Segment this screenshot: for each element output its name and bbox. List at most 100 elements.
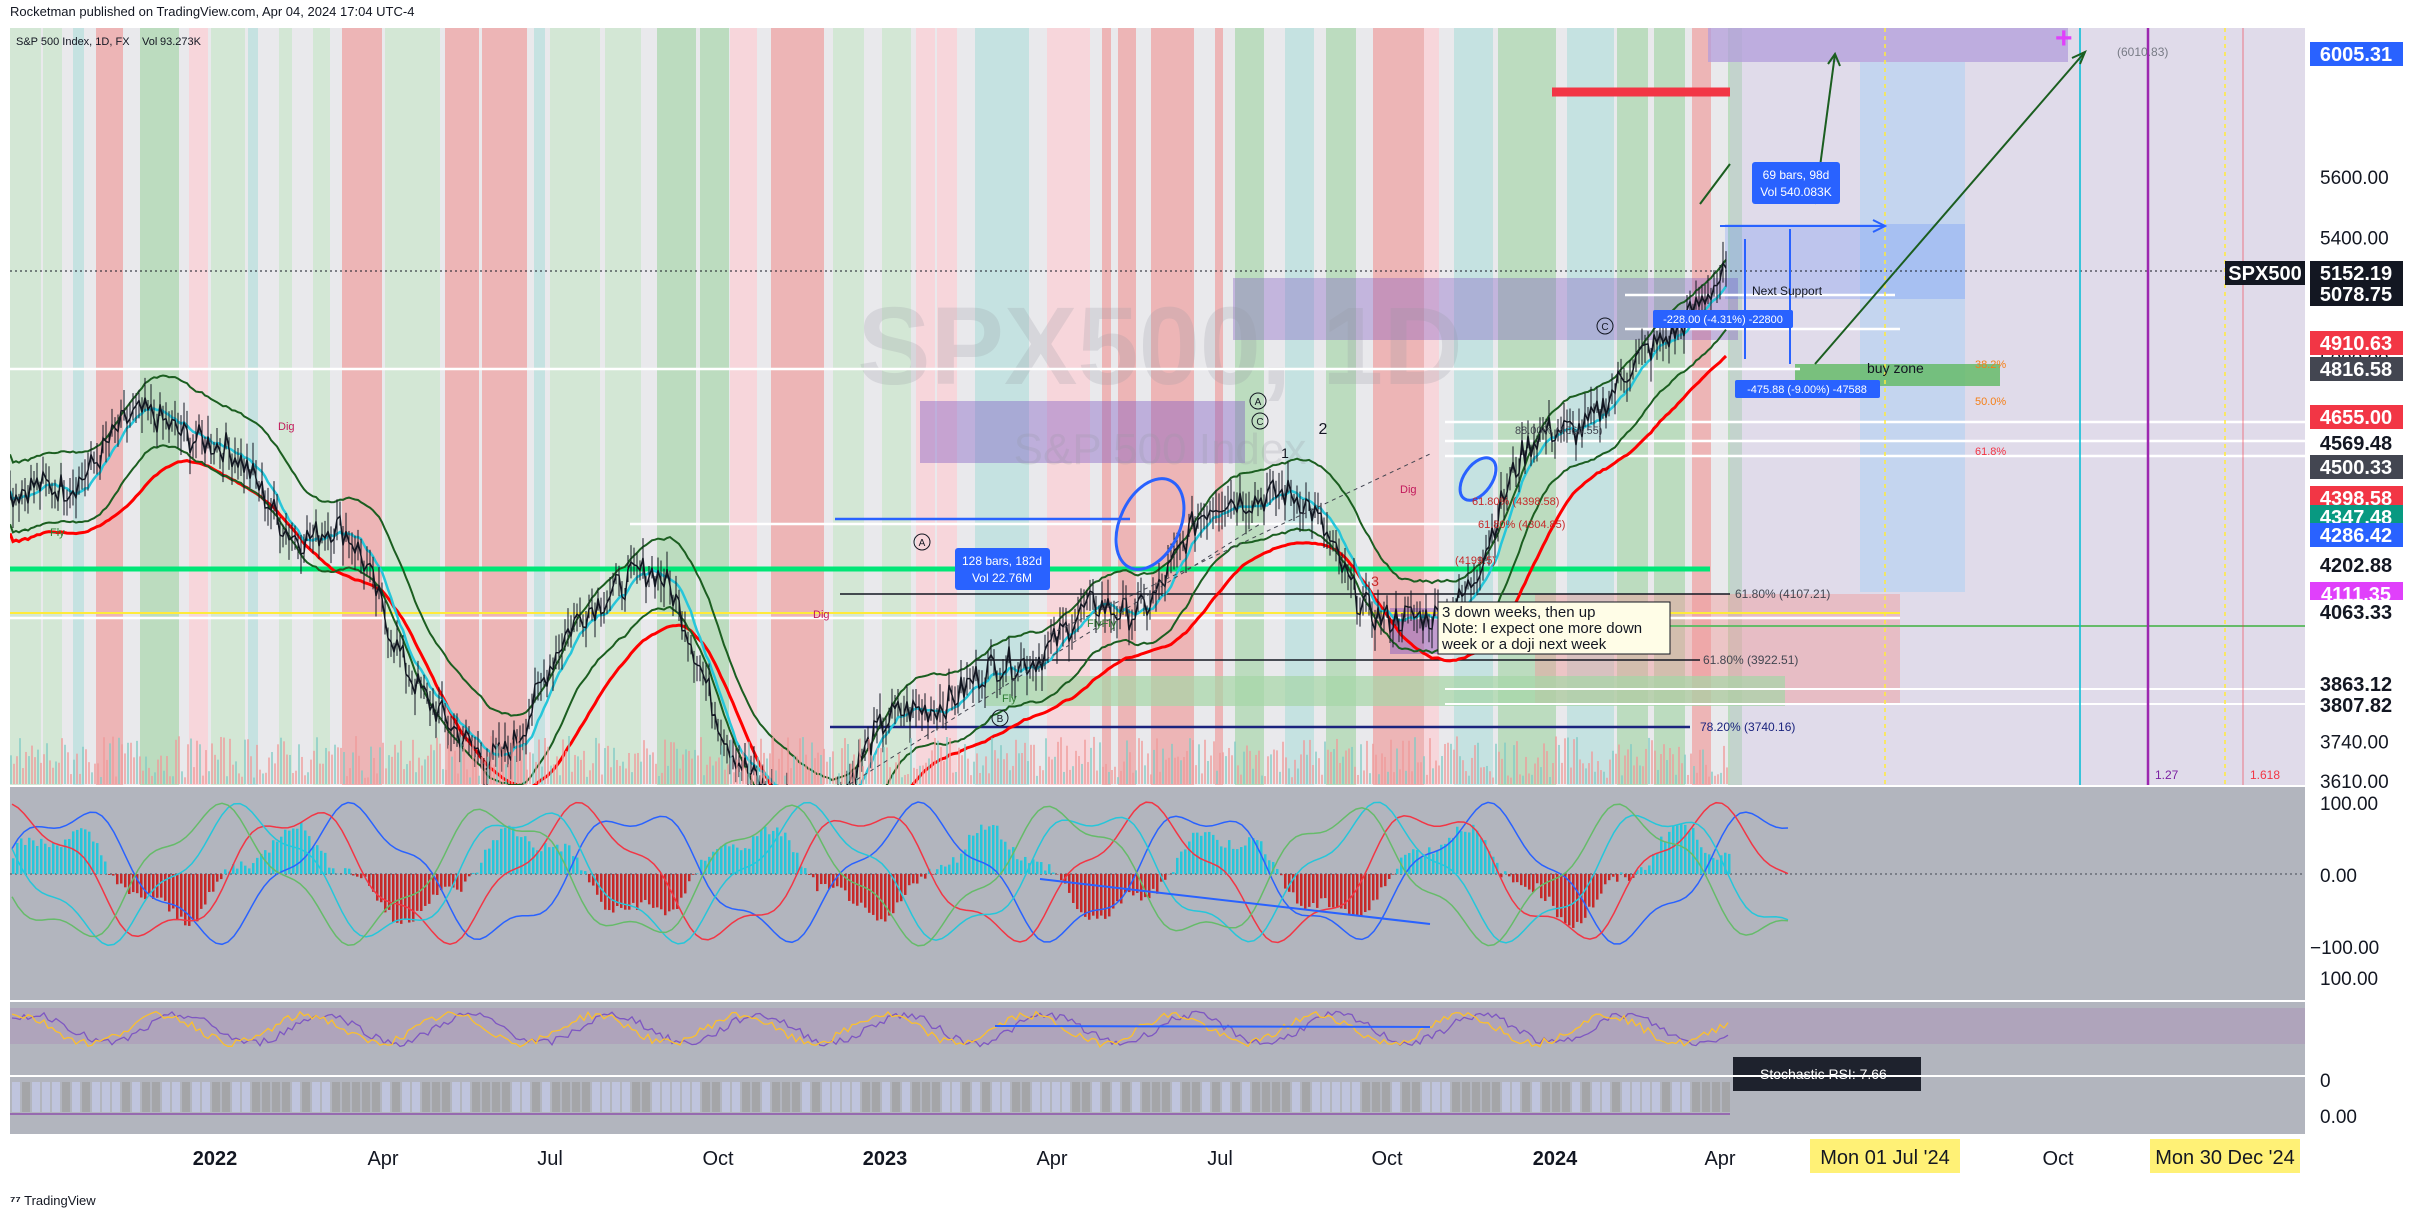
stoch-cell — [1682, 1082, 1690, 1112]
fib-4398-label: 61.80% (4398.58) — [1472, 496, 1559, 508]
volume-bar — [976, 753, 978, 784]
price-tag-box[interactable] — [2310, 331, 2403, 355]
osc-histogram-bar — [1504, 871, 1507, 874]
volume-bar — [208, 771, 210, 784]
symbol-tag[interactable] — [2225, 261, 2305, 285]
time-axis[interactable] — [10, 1134, 2305, 1188]
osc-histogram-bar — [576, 857, 579, 874]
volume-bar — [493, 764, 495, 784]
stoch-cell — [1042, 1082, 1050, 1112]
range-box-1[interactable] — [1653, 310, 1793, 328]
volume-bar — [1306, 754, 1308, 784]
volume-bar — [1261, 775, 1263, 784]
volume-bar — [1717, 774, 1719, 784]
stoch-cell — [1322, 1082, 1330, 1112]
price-tag-value: 3807.82 — [2320, 695, 2392, 717]
osc-histogram-bar — [536, 850, 539, 874]
price-tag-box[interactable] — [2310, 523, 2403, 547]
measure-box-2[interactable] — [1752, 162, 1840, 204]
osc-histogram-bar — [328, 867, 331, 874]
volume-bar — [1183, 757, 1185, 784]
fib-4199-label: (4199.5) — [1455, 555, 1496, 567]
measure-2-vol: Vol 540.083K — [1760, 185, 1831, 199]
osc-histogram-bar — [1396, 868, 1399, 874]
volume-bar — [1606, 777, 1608, 784]
volume-bar — [259, 769, 261, 784]
price-tick: 3740.00 — [2320, 733, 2389, 754]
osc-histogram-bar — [192, 874, 195, 922]
osc-histogram-bar — [476, 872, 479, 874]
stoch-cell — [1052, 1082, 1060, 1112]
range-box-2[interactable] — [1735, 380, 1880, 398]
osc-histogram-bar — [892, 874, 895, 914]
volume-bar — [1042, 770, 1044, 784]
time-tick: Apr — [1704, 1148, 1735, 1170]
rsi-pane[interactable] — [10, 1001, 2305, 1076]
price-tag-box[interactable] — [2310, 600, 2403, 624]
chart-canvas[interactable]: SPX500, 1D S&P 500 Index — [0, 24, 2411, 1188]
measure-box-1[interactable] — [955, 548, 1050, 590]
regime-band — [96, 28, 123, 786]
price-tag-box[interactable] — [2310, 672, 2403, 696]
stoch-cell — [1012, 1082, 1020, 1112]
volume-bar — [1654, 750, 1656, 784]
osc-histogram-bar — [1348, 874, 1351, 915]
wave-A1-label: A — [919, 538, 926, 549]
volume-bar — [229, 738, 231, 784]
volume-bar — [325, 747, 327, 784]
note-box[interactable] — [1437, 601, 1671, 655]
price-tag-box[interactable] — [2310, 405, 2403, 429]
volume-bar — [433, 750, 435, 784]
stoch-rsi-tooltip[interactable] — [1733, 1057, 1921, 1091]
price-tag-box[interactable] — [2310, 357, 2403, 381]
volume-bar — [958, 747, 960, 784]
volume-bar — [13, 763, 15, 784]
volume-bar — [253, 777, 255, 784]
target-zone-box — [1708, 28, 2068, 62]
volume-bar — [1603, 771, 1605, 784]
footer-brand[interactable]: ⁷⁷ TradingView — [0, 1188, 2411, 1214]
volume-bar — [1522, 775, 1524, 784]
osc-histogram-bar — [1516, 874, 1519, 883]
volume-bar — [901, 777, 903, 784]
volume-bar — [991, 737, 993, 784]
time-highlight-box[interactable] — [1810, 1139, 1960, 1173]
price-tag-box[interactable] — [2310, 553, 2403, 577]
osc-line — [11, 801, 1789, 945]
volume-bar — [985, 756, 987, 784]
stoch-cell — [122, 1082, 130, 1112]
price-tag-value: 4816.58 — [2320, 359, 2392, 381]
price-tag-box[interactable] — [2310, 282, 2403, 306]
price-tag-box[interactable] — [2310, 431, 2403, 455]
volume-bar — [1441, 756, 1443, 784]
volume-bar — [52, 767, 54, 784]
volume-bar — [1525, 756, 1527, 784]
osc-histogram-bar — [1232, 848, 1235, 874]
volume-bar — [1582, 763, 1584, 784]
volume-bar — [781, 747, 783, 784]
price-tag-box[interactable] — [2310, 261, 2403, 285]
stoch-cell — [402, 1082, 410, 1112]
osc-histogram-bar — [124, 874, 127, 888]
volume-bar — [1696, 772, 1698, 784]
osc-histogram-bar — [644, 874, 647, 900]
osc-histogram-bar — [1384, 874, 1387, 887]
volume-bar — [613, 747, 615, 784]
regime-band — [482, 28, 527, 786]
osc-histogram-bar — [288, 830, 291, 874]
osc-histogram-bar — [712, 851, 715, 874]
price-tag-box[interactable] — [2310, 693, 2403, 717]
stoch-cell — [1232, 1082, 1240, 1112]
price-tag-box[interactable] — [2310, 42, 2403, 66]
time-highlight-box[interactable] — [2150, 1139, 2300, 1173]
osc-histogram-bar — [252, 863, 255, 874]
stoch-cell — [1212, 1082, 1220, 1112]
volume-bar — [946, 737, 948, 784]
osc-histogram-bar — [624, 874, 627, 910]
volume-bar — [1714, 775, 1716, 784]
price-tag-box[interactable] — [2310, 455, 2403, 479]
stoch-cell — [1192, 1082, 1200, 1112]
volume-bar — [529, 752, 531, 784]
osc-histogram-bar — [1620, 872, 1623, 874]
osc-histogram-bar — [744, 848, 747, 874]
